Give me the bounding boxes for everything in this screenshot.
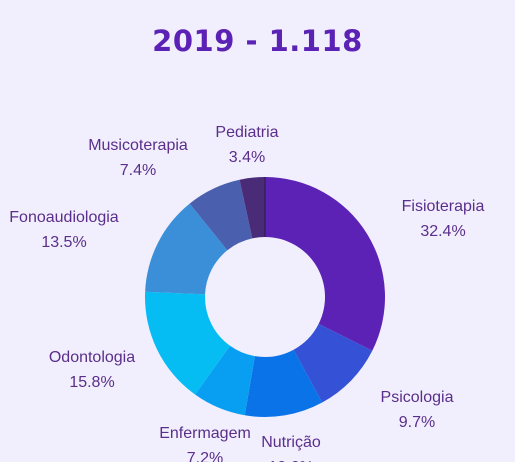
slice-label: Fisioterapia — [402, 198, 485, 215]
slice-pediatria — [239, 177, 265, 239]
slice-label: Pediatria — [215, 124, 278, 141]
slice-percent-label: 32.4% — [420, 223, 465, 240]
slice-percent-label: 15.8% — [69, 374, 114, 391]
slice-fonoaudiologia — [145, 203, 228, 295]
slice-enfermagem — [195, 345, 255, 416]
slice-percent-label: 7.4% — [120, 162, 156, 179]
slice-percent-label: 7.2% — [187, 450, 223, 462]
slice-label: Psicologia — [381, 389, 454, 406]
slice-label: Odontologia — [49, 349, 135, 366]
slice-label: Enfermagem — [159, 425, 251, 442]
slice-label: Musicoterapia — [88, 137, 188, 154]
slice-percent-label: 3.4% — [229, 149, 265, 166]
slice-labels: Fisioterapia 32.4% Psicologia 9.7% Nutrição 1… — [9, 124, 484, 462]
slice-percent-label: 9.7% — [399, 414, 435, 431]
slice-label: Fonoaudiologia — [9, 209, 119, 226]
chart-title: 2019 - 1.118 — [152, 24, 363, 58]
slice-percent-label: 10.6% — [268, 459, 313, 462]
donut-slices — [144, 177, 386, 417]
slice-psicologia — [293, 323, 373, 403]
slice-odontologia — [144, 291, 231, 395]
slice-percent-label: 13.5% — [41, 234, 86, 251]
slice-musicoterapia — [189, 179, 253, 251]
slice-fisioterapia — [265, 177, 386, 351]
slice-nutrição — [244, 349, 323, 417]
slice-label: Nutrição — [261, 434, 321, 451]
